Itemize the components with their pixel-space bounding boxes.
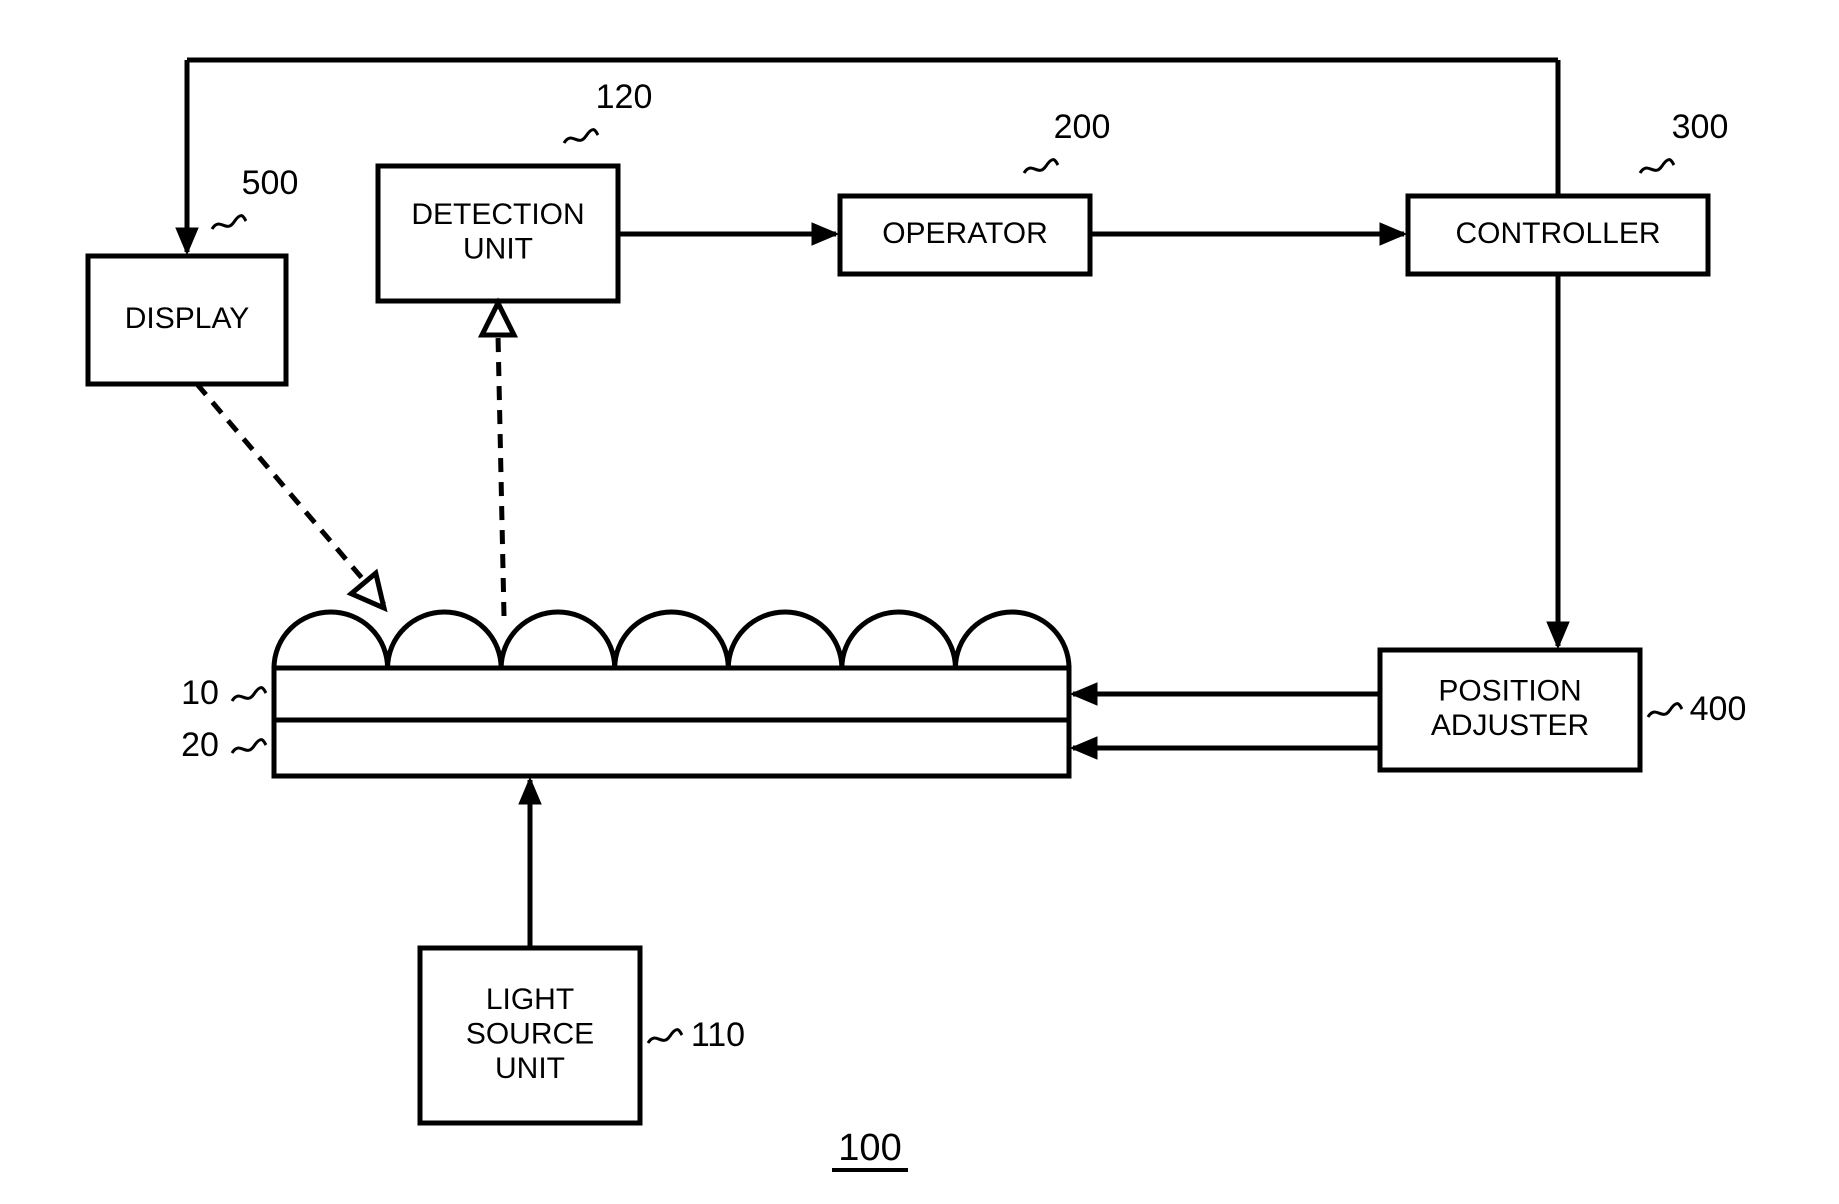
svg-text:LIGHT: LIGHT <box>486 983 574 1016</box>
display-to-lens <box>197 384 384 604</box>
svg-text:UNIT: UNIT <box>495 1052 565 1085</box>
ref-10: 10 <box>181 674 219 712</box>
svg-text:UNIT: UNIT <box>463 233 533 266</box>
ref-200: 200 <box>1054 108 1111 146</box>
svg-text:DETECTION: DETECTION <box>411 198 584 231</box>
ref-120: 120 <box>596 78 653 116</box>
svg-text:CONTROLLER: CONTROLLER <box>1455 217 1660 250</box>
lens-bumps <box>274 612 1069 668</box>
ref-400: 400 <box>1690 690 1747 728</box>
lens-to-detection <box>498 335 504 616</box>
svg-text:OPERATOR: OPERATOR <box>882 217 1048 250</box>
ref-500: 500 <box>242 164 299 202</box>
svg-text:DISPLAY: DISPLAY <box>125 302 250 335</box>
ref-110: 110 <box>691 1016 745 1054</box>
diagram-canvas: DISPLAYDETECTIONUNITOPERATORCONTROLLERPO… <box>0 0 1839 1204</box>
figure-ref: 100 <box>838 1127 901 1169</box>
layer-20 <box>274 720 1069 776</box>
svg-text:SOURCE: SOURCE <box>466 1017 594 1050</box>
layer-10 <box>274 668 1069 720</box>
svg-text:POSITION: POSITION <box>1438 675 1581 708</box>
ref-300: 300 <box>1672 108 1729 146</box>
ref-20: 20 <box>181 726 219 764</box>
svg-text:ADJUSTER: ADJUSTER <box>1431 709 1589 742</box>
